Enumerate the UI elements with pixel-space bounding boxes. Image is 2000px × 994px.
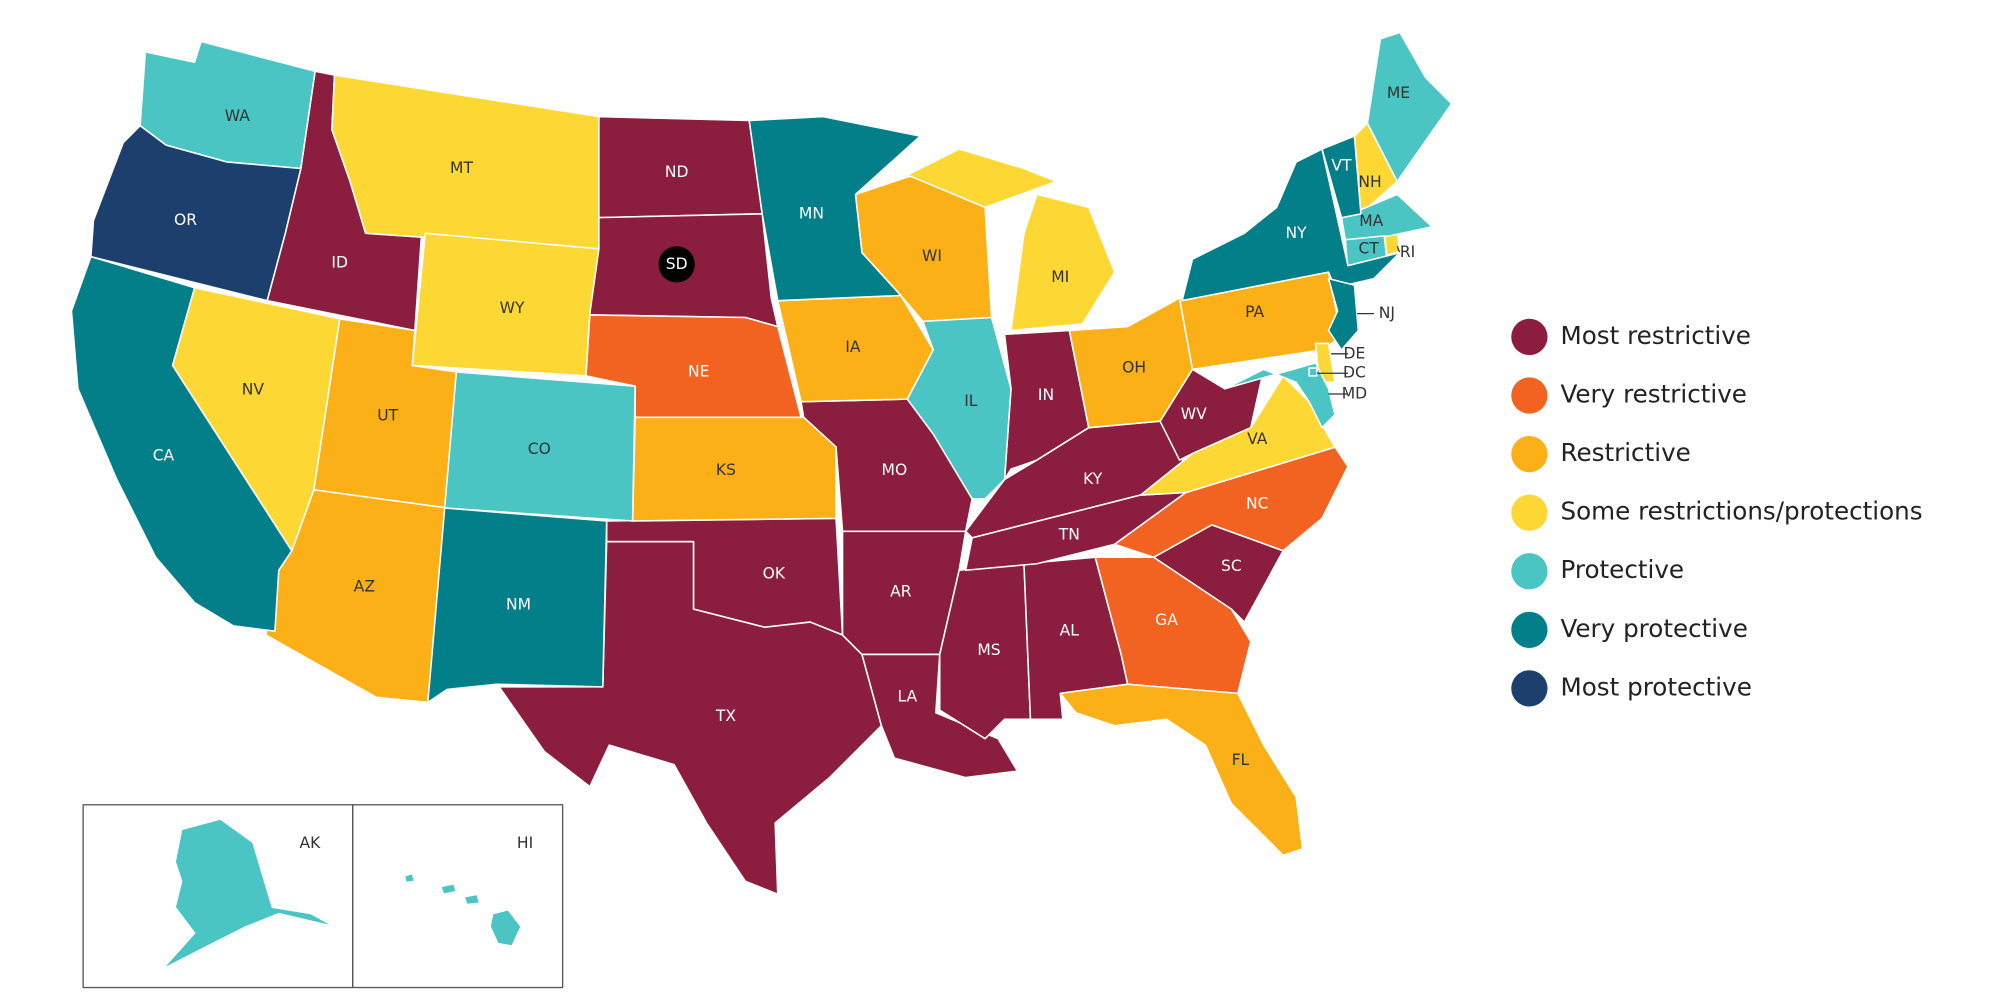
- state-label: CA: [153, 447, 175, 465]
- legend-label: Most protective: [1561, 672, 1752, 701]
- state-label: VT: [1331, 156, 1352, 174]
- state-shape: [1159, 368, 1265, 461]
- state-shape: [1010, 193, 1116, 332]
- state-label: AZ: [354, 578, 375, 596]
- state-shape: [906, 316, 1012, 500]
- state-shape: [1308, 367, 1318, 377]
- state-label: ID: [331, 254, 348, 272]
- state-label: AK: [299, 834, 321, 852]
- state-label: KY: [1083, 470, 1103, 488]
- state-label: NE: [688, 362, 709, 380]
- state-shape: [411, 232, 600, 377]
- legend-swatch: [1511, 611, 1548, 648]
- state-shape: [1366, 31, 1453, 183]
- state-label: HI: [517, 834, 533, 852]
- state-label: AL: [1060, 622, 1080, 640]
- state-label: DC: [1343, 364, 1366, 382]
- state-label: TN: [1058, 526, 1080, 544]
- legend-swatch: [1511, 494, 1548, 531]
- state-shape: [463, 893, 481, 906]
- state-label: WA: [225, 107, 251, 125]
- state-label: MD: [1342, 384, 1367, 402]
- state-shape: [443, 371, 636, 522]
- state-label: CO: [528, 440, 551, 458]
- state-label: IN: [1038, 386, 1054, 404]
- state-label: MS: [977, 641, 1000, 659]
- state-shape: [427, 507, 608, 704]
- inset-frame: [352, 804, 564, 989]
- state-shape: [906, 148, 1058, 209]
- state-shape: [440, 883, 458, 895]
- leader-line: [1396, 245, 1401, 253]
- state-label: GA: [1155, 611, 1178, 629]
- state-shape: [1094, 556, 1252, 695]
- state-label: AR: [890, 583, 912, 601]
- state-label: DE: [1344, 344, 1366, 362]
- state-label: SC: [1221, 557, 1242, 575]
- state-shape: [161, 818, 336, 971]
- legend-label: Very restrictive: [1561, 380, 1747, 409]
- state-label: NM: [506, 596, 531, 614]
- state-shape: [1224, 362, 1336, 429]
- state-label: MA: [1359, 212, 1383, 230]
- state-label: MN: [799, 204, 824, 222]
- state-label: VA: [1247, 430, 1268, 448]
- state-label: IA: [845, 338, 861, 356]
- legend-swatch: [1511, 318, 1548, 356]
- state-shape: [1340, 193, 1433, 241]
- legend-swatch: [1511, 670, 1548, 707]
- legend-swatch: [1511, 435, 1548, 473]
- legend-label: Restrictive: [1561, 438, 1691, 467]
- state-label: NC: [1246, 495, 1269, 513]
- state-shape: [1327, 277, 1360, 351]
- state-label: PA: [1245, 303, 1264, 321]
- state-shape: [489, 908, 522, 947]
- state-label: IL: [964, 392, 978, 410]
- state-label: WI: [922, 247, 942, 265]
- legend: Most restrictive Very restrictive Restrict…: [1511, 318, 1923, 707]
- state-shape: [1139, 375, 1336, 496]
- state-label: FL: [1232, 751, 1250, 769]
- state-label: OK: [763, 565, 786, 583]
- state-label: ND: [665, 163, 689, 181]
- state-label: MO: [882, 461, 908, 479]
- state-label: OH: [1122, 359, 1146, 377]
- legend-swatch: [1511, 377, 1548, 414]
- legend-swatch: [1511, 553, 1548, 590]
- state-shape: [498, 540, 883, 895]
- state-label: NJ: [1379, 304, 1395, 322]
- state-shape: [403, 872, 416, 884]
- state-label: UT: [377, 407, 398, 425]
- state-label: OR: [174, 211, 197, 229]
- state-label: KS: [716, 461, 736, 479]
- state-label: MT: [450, 159, 473, 177]
- legend-label: Very protective: [1561, 614, 1748, 643]
- state-label: ME: [1387, 84, 1410, 102]
- state-label: WY: [500, 299, 525, 317]
- states: ND SD ID MO IN KY WV OK TX AR LA MS AL TN SC NE NC GA UT AZ…: [70, 31, 1453, 971]
- label-dot: [658, 246, 695, 283]
- state-label: WV: [1181, 405, 1207, 423]
- state-label: SD: [666, 255, 688, 273]
- state-label: NH: [1358, 173, 1381, 191]
- state-shape: [70, 255, 293, 632]
- state-label: NV: [242, 381, 265, 399]
- state-label: MI: [1051, 268, 1069, 286]
- state-label: RI: [1400, 243, 1415, 261]
- state-label: NY: [1286, 224, 1308, 242]
- state-shape: [748, 115, 922, 302]
- legend-label: Most restrictive: [1561, 321, 1751, 350]
- state-shape: [861, 653, 1019, 779]
- legend-label: Some restrictions/protections: [1561, 497, 1923, 526]
- state-shape: [90, 124, 302, 302]
- state-shape: [1321, 135, 1362, 219]
- state-label: LA: [898, 688, 918, 706]
- state-shape: [1059, 683, 1304, 857]
- state-label: CT: [1359, 239, 1380, 257]
- legend-label: Protective: [1561, 555, 1685, 584]
- state-label: TX: [715, 707, 736, 725]
- state-shape: [1113, 446, 1349, 559]
- state-shape: [331, 74, 600, 250]
